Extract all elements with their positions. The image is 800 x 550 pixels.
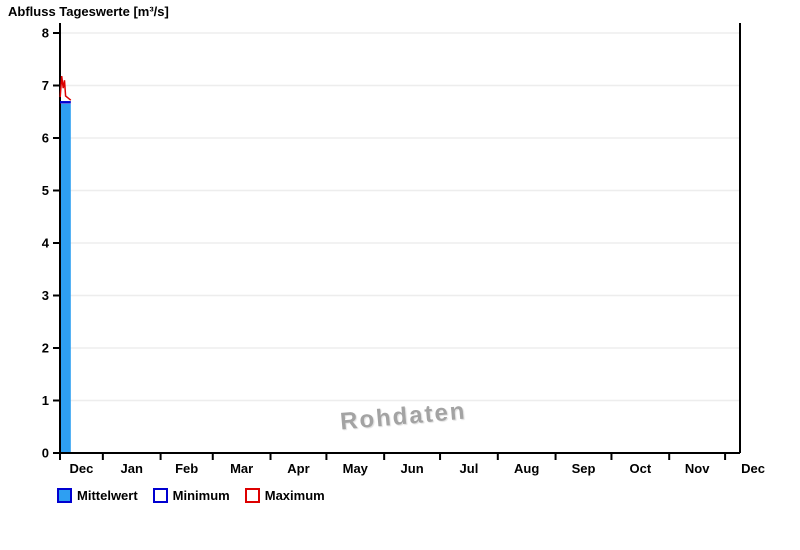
legend-item-minimum: Minimum (152, 488, 230, 503)
x-month-label: Dec (69, 461, 93, 476)
x-month-label: Sep (572, 461, 596, 476)
y-tick-label: 6 (42, 131, 49, 146)
x-month-label: Dec (741, 461, 765, 476)
y-tick-label: 0 (42, 446, 49, 461)
x-month-label: Mar (230, 461, 253, 476)
y-tick-label: 5 (42, 183, 49, 198)
maximum-swatch-icon (244, 488, 260, 503)
line-maximum (59, 76, 72, 101)
legend-item-mittelwert: Mittelwert (57, 488, 138, 503)
x-month-label: Jan (121, 461, 143, 476)
y-tick-label: 1 (42, 393, 49, 408)
x-month-label: Jun (401, 461, 424, 476)
x-month-label: Feb (175, 461, 198, 476)
y-tick-label: 3 (42, 288, 49, 303)
bar-mittelwert (61, 103, 71, 453)
y-tick-label: 8 (42, 26, 49, 41)
legend-label: Maximum (264, 488, 325, 503)
legend-label: Mittelwert (77, 488, 138, 503)
mittelwert-swatch-icon (57, 488, 72, 503)
minimum-swatch-icon (152, 488, 168, 503)
y-tick-label: 2 (42, 341, 49, 356)
x-month-label: Nov (685, 461, 710, 476)
x-month-label: Aug (514, 461, 539, 476)
y-tick-label: 4 (42, 236, 50, 251)
legend-label: Minimum (172, 488, 230, 503)
x-month-label: May (343, 461, 369, 476)
x-month-label: Apr (287, 461, 309, 476)
x-month-label: Oct (629, 461, 651, 476)
legend-item-maximum: Maximum (244, 488, 325, 503)
x-month-label: Jul (460, 461, 479, 476)
chart-legend: Mittelwert Minimum Maximum (57, 488, 325, 503)
y-tick-label: 7 (42, 78, 49, 93)
chart-title: Abfluss Tageswerte [m³/s] (8, 4, 169, 19)
